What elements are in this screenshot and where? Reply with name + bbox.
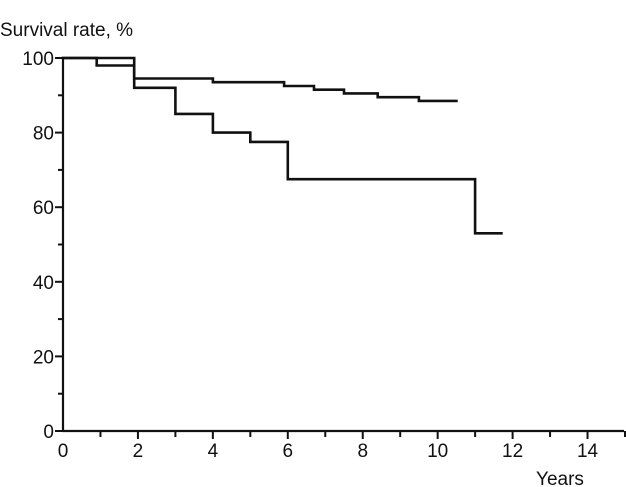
survival-curve-1: [61, 56, 458, 103]
survival-curves: [61, 56, 503, 235]
tick-labels: 0 2 4 6 8 10 12 14 0 20 40 60 80 100: [22, 49, 598, 462]
y-axis-label: Survival rate, %: [0, 20, 133, 41]
axis-ticks: [55, 57, 626, 439]
x-tick-label: 8: [357, 441, 368, 462]
survival-curve-2: [61, 56, 503, 235]
x-tick-label: 4: [208, 441, 219, 462]
x-axis-label: Years: [536, 469, 584, 487]
x-tick-label: 6: [283, 441, 294, 462]
y-tick-label: 40: [33, 273, 54, 294]
y-tick-label: 20: [33, 347, 54, 368]
x-tick-label: 12: [502, 441, 523, 462]
x-tick-label: 14: [577, 441, 599, 462]
y-tick-label: 100: [22, 49, 54, 70]
x-tick-label: 10: [427, 441, 448, 462]
x-tick-label: 0: [58, 441, 69, 462]
y-tick-label: 60: [33, 198, 54, 219]
x-tick-label: 2: [133, 441, 144, 462]
y-tick-label: 80: [33, 124, 54, 145]
y-tick-label: 0: [43, 422, 54, 443]
